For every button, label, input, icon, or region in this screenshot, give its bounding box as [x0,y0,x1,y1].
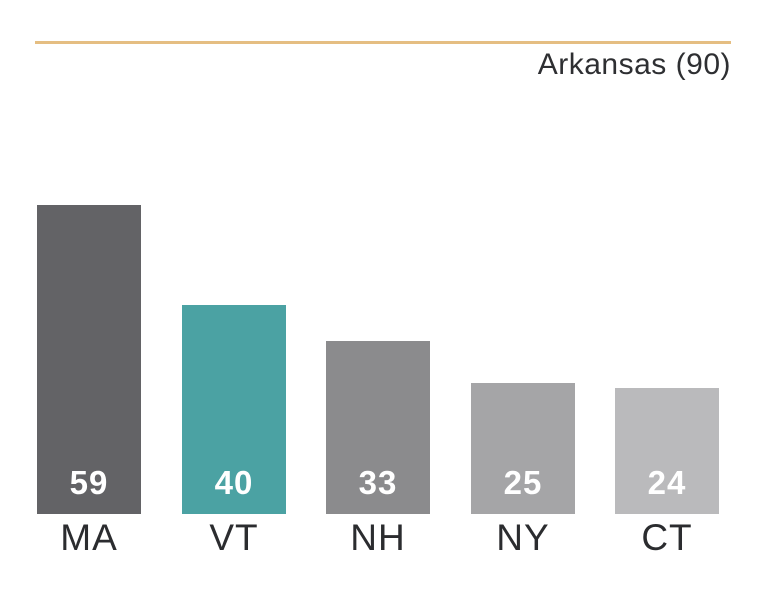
bar-vt: 40 [182,305,286,514]
top-accent-rule [35,41,731,44]
bar-value-label-ct: 24 [647,464,687,501]
category-label-vt: VT [209,517,259,558]
bar-value-label-vt: 40 [214,464,254,501]
category-label-nh: NH [350,517,406,558]
bar-ct: 24 [615,388,719,514]
bar-value-label-ma: 59 [69,464,109,501]
category-label-ny: NY [496,517,550,558]
bar-value-label-ny: 25 [503,464,543,501]
bar-ma: 59 [37,205,141,514]
bar-nh: 33 [326,341,430,514]
category-label-ct: CT [641,517,693,558]
legend-label-arkansas: Arkansas (90) [537,48,731,81]
bar-ny: 25 [471,383,575,514]
category-label-ma: MA [60,517,118,558]
bar-value-label-nh: 33 [358,464,398,501]
